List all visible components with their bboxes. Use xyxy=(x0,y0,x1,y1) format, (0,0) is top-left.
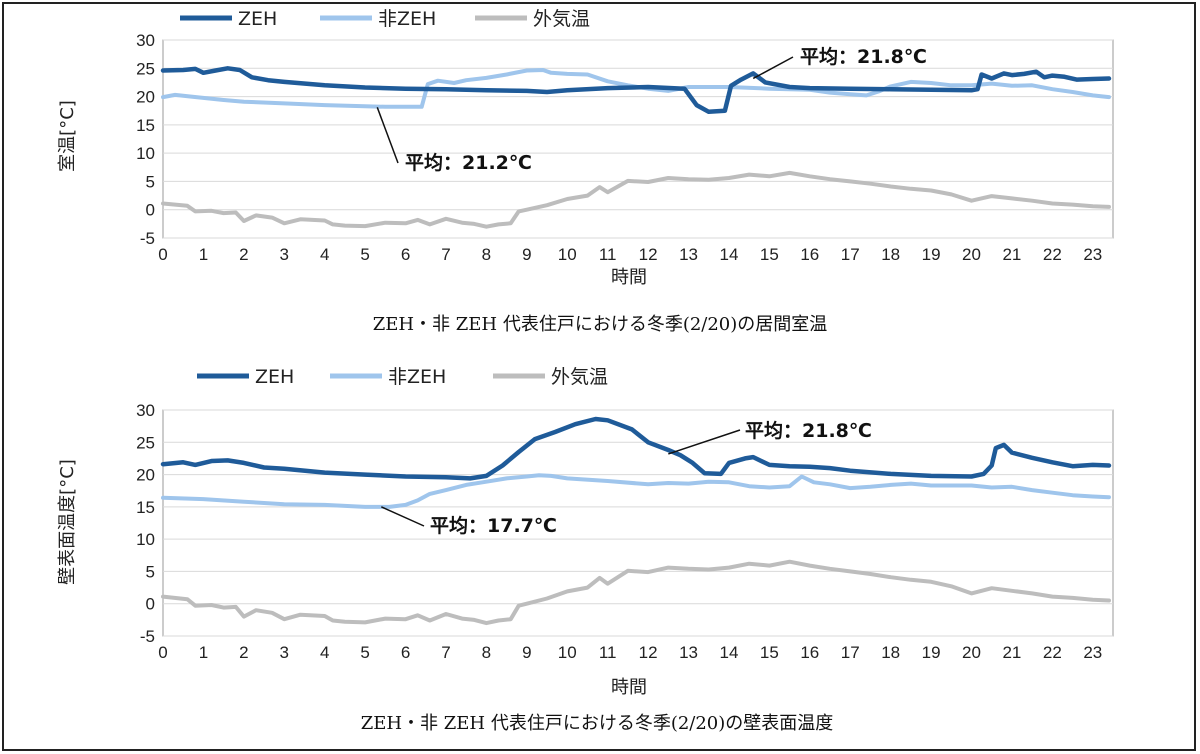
x-tick-label: 21 xyxy=(1002,643,1021,662)
x-tick-label: 6 xyxy=(401,643,410,662)
x-tick-label: 11 xyxy=(599,245,617,264)
x-tick-label: 1 xyxy=(199,245,208,264)
y-tick-label: -5 xyxy=(140,627,155,646)
x-tick-label: 16 xyxy=(800,643,819,662)
chart-1-y-axis-label: 室温[°C] xyxy=(57,100,78,172)
legend-label-nonzeh: 非ZEH xyxy=(388,366,446,388)
plot-border xyxy=(162,409,1114,637)
y-tick-label: -5 xyxy=(140,229,155,248)
x-tick-label: 17 xyxy=(841,245,860,264)
x-tick-label: 19 xyxy=(922,245,941,264)
x-tick-label: 8 xyxy=(482,643,491,662)
y-tick-label: 0 xyxy=(146,201,155,220)
legend-label-nonzeh: 非ZEH xyxy=(378,8,436,30)
x-tick-label: 17 xyxy=(841,643,860,662)
annotation-label: 平均：21.8℃ xyxy=(745,419,872,442)
x-tick-label: 14 xyxy=(719,245,738,264)
x-tick-label: 16 xyxy=(800,245,819,264)
annotation-label: 平均：17.7℃ xyxy=(430,514,557,537)
x-tick-label: 6 xyxy=(401,245,410,264)
x-tick-label: 14 xyxy=(719,643,738,662)
x-tick-label: 20 xyxy=(962,245,981,264)
x-tick-label: 0 xyxy=(158,643,167,662)
legend-label-zeh: ZEH xyxy=(238,8,277,30)
x-tick-label: 23 xyxy=(1083,245,1102,264)
x-tick-label: 12 xyxy=(639,643,658,662)
annotation-label: 平均：21.2℃ xyxy=(405,151,532,174)
x-tick-label: 22 xyxy=(1043,643,1062,662)
x-tick-label: 10 xyxy=(558,643,577,662)
y-tick-label: 0 xyxy=(146,595,155,614)
y-tick-label: 30 xyxy=(136,31,155,50)
chart-1-x-axis-label: 時間 xyxy=(611,267,647,288)
chart-2-legend: ZEH 非ZEH 外気温 xyxy=(197,366,608,388)
chart-2-caption: ZEH・非 ZEH 代表住戸における冬季(2/20)の壁表面温度 xyxy=(361,713,834,734)
x-tick-label: 1 xyxy=(199,643,208,662)
x-tick-label: 15 xyxy=(760,643,779,662)
x-tick-label: 5 xyxy=(360,643,369,662)
x-tick-label: 21 xyxy=(1002,245,1021,264)
x-tick-label: 9 xyxy=(522,643,531,662)
y-tick-label: 25 xyxy=(136,59,155,78)
x-tick-label: 7 xyxy=(441,245,450,264)
annotation-leader-line xyxy=(376,107,399,164)
x-tick-label: 15 xyxy=(760,245,779,264)
y-tick-label: 5 xyxy=(146,562,155,581)
x-tick-label: 9 xyxy=(522,245,531,264)
y-tick-label: 25 xyxy=(136,433,155,452)
x-tick-label: 3 xyxy=(280,245,289,264)
x-tick-label: 2 xyxy=(239,245,248,264)
y-tick-label: 20 xyxy=(136,88,155,107)
x-tick-label: 0 xyxy=(158,245,167,264)
legend-label-outdoor: 外気温 xyxy=(533,8,590,30)
legend-label-outdoor: 外気温 xyxy=(551,366,608,388)
x-tick-label: 19 xyxy=(922,643,941,662)
y-tick-label: 5 xyxy=(146,172,155,191)
y-tick-label: 20 xyxy=(136,466,155,485)
annotation-leader-line xyxy=(380,506,425,527)
series-line-zeh xyxy=(160,66,1112,115)
annotation-label: 平均：21.8℃ xyxy=(800,45,927,68)
x-tick-label: 22 xyxy=(1043,245,1062,264)
x-tick-label: 20 xyxy=(962,643,981,662)
x-tick-label: 18 xyxy=(881,643,900,662)
plot-border xyxy=(162,39,1114,239)
x-tick-label: 4 xyxy=(320,643,329,662)
x-tick-label: 12 xyxy=(639,245,658,264)
x-tick-label: 5 xyxy=(360,245,369,264)
chart-1-legend: ZEH 非ZEH 外気温 xyxy=(180,8,590,30)
chart-1-caption: ZEH・非 ZEH 代表住戸における冬季(2/20)の居間室温 xyxy=(373,314,828,335)
x-tick-label: 3 xyxy=(280,643,289,662)
y-tick-label: 10 xyxy=(136,530,155,549)
x-tick-label: 23 xyxy=(1083,643,1102,662)
x-tick-label: 11 xyxy=(599,643,617,662)
series-line-nonzeh xyxy=(161,473,1111,509)
y-tick-label: 30 xyxy=(136,401,155,420)
legend-label-zeh: ZEH xyxy=(255,366,294,388)
series-line-outdoor xyxy=(161,170,1111,229)
annotation-leader-line xyxy=(752,56,794,80)
y-tick-label: 10 xyxy=(136,144,155,163)
chart-2-x-axis-label: 時間 xyxy=(611,677,647,698)
chart-2-y-axis-label: 壁表面温度[°C] xyxy=(57,459,78,585)
x-tick-label: 13 xyxy=(679,643,698,662)
x-tick-label: 10 xyxy=(558,245,577,264)
x-tick-label: 7 xyxy=(441,643,450,662)
series-line-outdoor xyxy=(161,559,1111,626)
y-tick-label: 15 xyxy=(136,498,155,517)
x-tick-label: 8 xyxy=(482,245,491,264)
y-tick-label: 15 xyxy=(136,116,155,135)
x-tick-label: 13 xyxy=(679,245,698,264)
series-line-zeh xyxy=(160,416,1112,481)
x-tick-label: 2 xyxy=(239,643,248,662)
annotation-leader-line xyxy=(668,429,741,455)
x-tick-label: 18 xyxy=(881,245,900,264)
x-tick-label: 4 xyxy=(320,245,329,264)
